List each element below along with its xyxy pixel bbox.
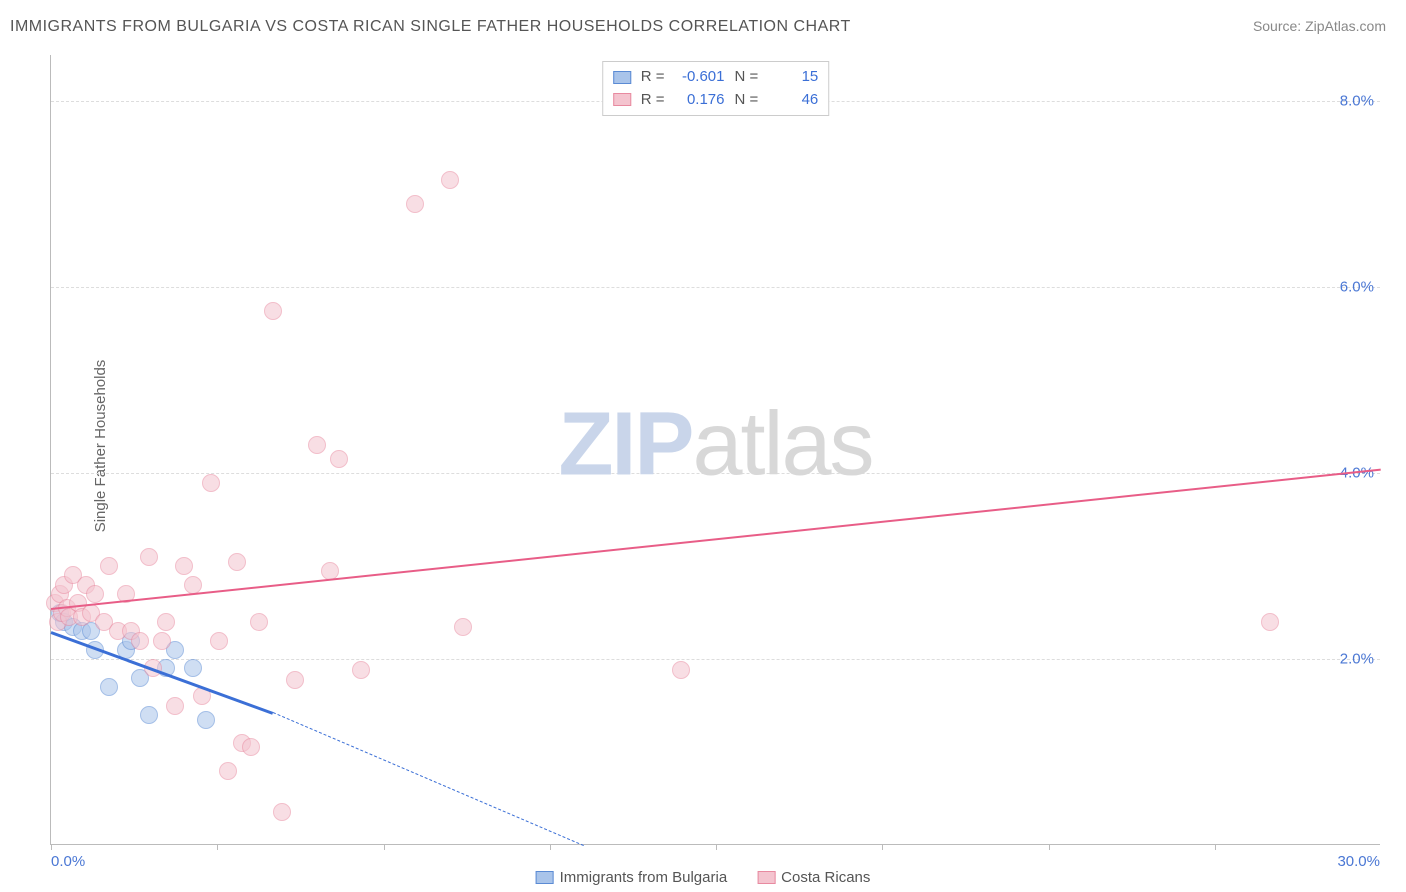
gridline — [51, 659, 1380, 660]
data-point — [219, 762, 237, 780]
legend-item: Costa Ricans — [757, 869, 870, 886]
data-point — [100, 557, 118, 575]
data-point — [264, 302, 282, 320]
data-point — [140, 706, 158, 724]
data-point — [250, 613, 268, 631]
y-tick-label: 2.0% — [1340, 651, 1374, 668]
data-point — [184, 576, 202, 594]
chart-source: Source: ZipAtlas.com — [1253, 18, 1386, 34]
x-tick-label: 30.0% — [1337, 853, 1380, 870]
data-point — [197, 711, 215, 729]
chart-header: IMMIGRANTS FROM BULGARIA VS COSTA RICAN … — [10, 18, 1386, 36]
x-tick — [384, 844, 385, 850]
scatter-plot: ZIPatlas R =-0.601N =15R =0.176N =46 2.0… — [50, 55, 1380, 845]
data-point — [286, 671, 304, 689]
data-point — [352, 661, 370, 679]
data-point — [157, 613, 175, 631]
data-point — [228, 553, 246, 571]
data-point — [184, 659, 202, 677]
x-tick — [51, 844, 52, 850]
legend-swatch — [757, 871, 775, 884]
data-point — [308, 436, 326, 454]
data-point — [273, 803, 291, 821]
correlation-legend: R =-0.601N =15R =0.176N =46 — [602, 61, 830, 116]
trend-line — [272, 712, 583, 846]
legend-row: R =0.176N =46 — [613, 89, 819, 112]
legend-item: Immigrants from Bulgaria — [536, 869, 728, 886]
watermark: ZIPatlas — [558, 393, 872, 496]
data-point — [166, 697, 184, 715]
data-point — [86, 585, 104, 603]
x-tick — [217, 844, 218, 850]
x-tick — [550, 844, 551, 850]
x-tick — [1215, 844, 1216, 850]
legend-swatch — [536, 871, 554, 884]
data-point — [202, 474, 220, 492]
gridline — [51, 473, 1380, 474]
data-point — [672, 661, 690, 679]
y-tick-label: 6.0% — [1340, 279, 1374, 296]
data-point — [140, 548, 158, 566]
data-point — [210, 632, 228, 650]
data-point — [153, 632, 171, 650]
data-point — [175, 557, 193, 575]
data-point — [441, 171, 459, 189]
y-tick-label: 8.0% — [1340, 93, 1374, 110]
legend-swatch — [613, 93, 631, 106]
data-point — [330, 450, 348, 468]
series-legend: Immigrants from Bulgaria Costa Ricans — [536, 869, 871, 886]
chart-title: IMMIGRANTS FROM BULGARIA VS COSTA RICAN … — [10, 18, 851, 36]
legend-swatch — [613, 71, 631, 84]
x-tick — [716, 844, 717, 850]
data-point — [1261, 613, 1279, 631]
trend-line — [51, 469, 1381, 610]
data-point — [454, 618, 472, 636]
x-tick — [882, 844, 883, 850]
x-tick — [1049, 844, 1050, 850]
data-point — [131, 632, 149, 650]
data-point — [242, 738, 260, 756]
data-point — [406, 195, 424, 213]
data-point — [100, 678, 118, 696]
gridline — [51, 287, 1380, 288]
legend-row: R =-0.601N =15 — [613, 66, 819, 89]
x-tick-label: 0.0% — [51, 853, 85, 870]
